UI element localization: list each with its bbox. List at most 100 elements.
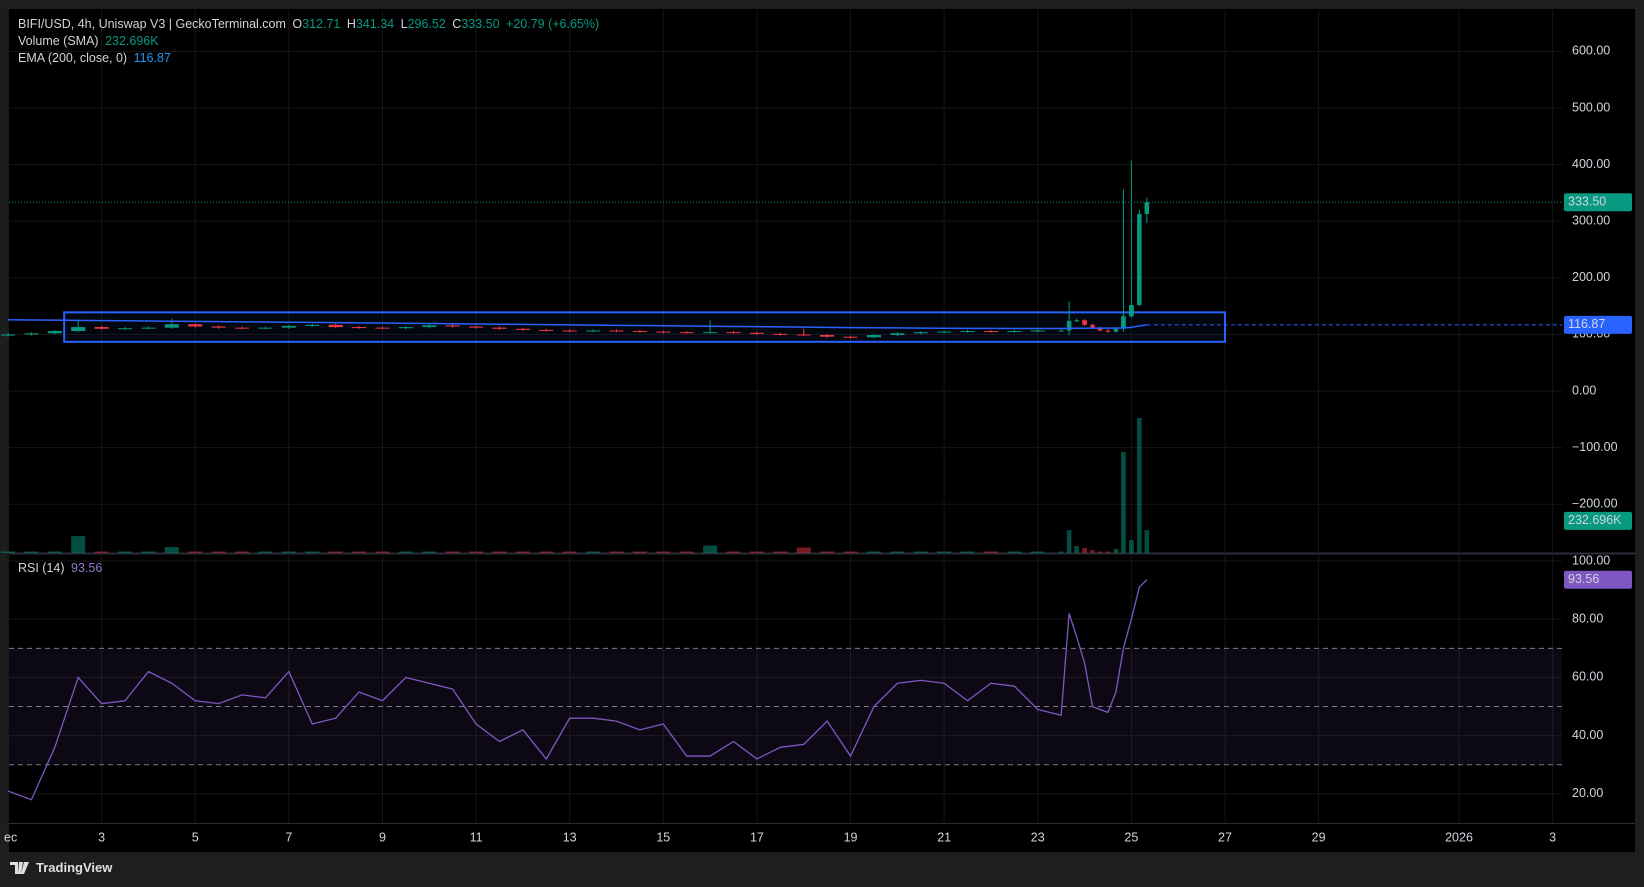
volume-bar bbox=[679, 551, 694, 553]
candle-body bbox=[679, 332, 694, 334]
candle-body bbox=[1066, 320, 1072, 331]
x-tick-label: ec bbox=[4, 830, 17, 844]
volume-label: 232.696K bbox=[1568, 513, 1622, 527]
candle-body bbox=[1082, 320, 1087, 325]
y-tick-label: 0.00 bbox=[1572, 383, 1596, 397]
volume-bar bbox=[1105, 551, 1111, 553]
candle-body bbox=[983, 331, 998, 333]
volume-bar bbox=[305, 551, 320, 553]
y-tick-label: 400.00 bbox=[1572, 157, 1610, 171]
candle-body bbox=[890, 333, 905, 336]
candle-body bbox=[141, 327, 156, 329]
volume-bar bbox=[586, 551, 601, 553]
volume-bar bbox=[188, 551, 203, 553]
candle-body bbox=[562, 330, 577, 332]
x-tick-label: 29 bbox=[1312, 830, 1326, 844]
ohlc-value: 341.34 bbox=[355, 17, 395, 31]
volume-bar bbox=[726, 551, 741, 553]
volume-bar bbox=[1058, 551, 1064, 553]
legend-rsi: RSI (14) 93.56 bbox=[18, 561, 105, 575]
volume-bar bbox=[281, 551, 296, 553]
volume-bar bbox=[469, 551, 484, 553]
y-tick-label: 500.00 bbox=[1572, 100, 1610, 114]
candle-body bbox=[422, 325, 437, 328]
indicator-name: RSI (14) bbox=[18, 561, 65, 575]
candle-body bbox=[47, 331, 62, 334]
candle-body bbox=[469, 326, 484, 328]
ema-line bbox=[7, 318, 1147, 330]
candle-body bbox=[586, 330, 601, 332]
candle-body bbox=[539, 329, 554, 331]
volume-bar bbox=[398, 551, 413, 553]
volume-bar bbox=[632, 551, 647, 553]
candle-body bbox=[164, 324, 179, 328]
indicator-value: 232.696K bbox=[105, 34, 159, 48]
volume-bar bbox=[211, 551, 226, 553]
candle-body bbox=[235, 327, 250, 329]
volume-bar bbox=[492, 551, 507, 553]
y-tick-label: 60.00 bbox=[1572, 670, 1603, 684]
candle-body bbox=[843, 336, 858, 338]
indicator-name: Volume (SMA) bbox=[18, 34, 99, 48]
x-tick-label: 3 bbox=[1549, 830, 1556, 844]
candle-body bbox=[71, 327, 86, 332]
volume-bar bbox=[913, 551, 928, 553]
x-tick-label: 25 bbox=[1124, 830, 1138, 844]
x-tick-label: 21 bbox=[937, 830, 951, 844]
volume-bar bbox=[609, 551, 624, 553]
volume-bar bbox=[1137, 418, 1142, 553]
candle-body bbox=[24, 333, 39, 335]
volume-bar bbox=[1128, 540, 1134, 553]
candle-body bbox=[1097, 327, 1103, 331]
candle-body bbox=[492, 327, 507, 329]
candle-body bbox=[1121, 316, 1126, 329]
candle-body bbox=[117, 328, 133, 330]
y-tick-label: 40.00 bbox=[1572, 728, 1603, 742]
volume-bar bbox=[749, 551, 764, 553]
volume-bar bbox=[375, 551, 390, 553]
volume-bar bbox=[258, 551, 273, 553]
ohlc-value: 312.71 bbox=[302, 17, 341, 31]
volume-bar bbox=[422, 551, 437, 553]
ema-label: 116.87 bbox=[1568, 317, 1605, 331]
candle-body bbox=[609, 330, 624, 332]
logo bbox=[10, 861, 29, 874]
candle-body bbox=[445, 325, 460, 327]
candle-body bbox=[1105, 330, 1111, 332]
rsi-label: 93.56 bbox=[1568, 572, 1599, 586]
candle-body bbox=[1074, 320, 1079, 322]
candle-body bbox=[515, 328, 530, 330]
volume-bar bbox=[1030, 551, 1045, 553]
volume-bar bbox=[843, 551, 858, 553]
last-price-label-box bbox=[1564, 193, 1632, 212]
x-tick-label: 13 bbox=[563, 830, 577, 844]
x-tick-label: 9 bbox=[379, 830, 386, 844]
y-tick-label: 80.00 bbox=[1572, 612, 1603, 626]
candle-body bbox=[94, 327, 109, 329]
candle-body bbox=[1137, 214, 1142, 305]
volume-bar bbox=[141, 551, 156, 553]
candle-body bbox=[281, 325, 296, 328]
y-tick-label: −100.00 bbox=[1572, 440, 1618, 454]
volume-bar bbox=[1090, 550, 1095, 553]
candle-body bbox=[913, 332, 928, 334]
candle-body bbox=[866, 335, 881, 338]
candle-body bbox=[820, 335, 835, 337]
brand: TradingView bbox=[36, 860, 113, 875]
chart-background bbox=[9, 9, 1635, 852]
candle-body bbox=[1113, 328, 1119, 332]
volume-bar bbox=[796, 547, 811, 553]
x-tick-label: 27 bbox=[1218, 830, 1232, 844]
candle-body bbox=[937, 331, 952, 333]
volume-bar bbox=[235, 551, 250, 553]
y-tick-label: 20.00 bbox=[1572, 786, 1603, 800]
y-tick-label: 600.00 bbox=[1572, 44, 1610, 58]
volume-bar bbox=[1082, 548, 1087, 553]
volume-bar bbox=[1113, 549, 1119, 553]
volume-bar bbox=[773, 551, 788, 553]
candle-body bbox=[1030, 330, 1045, 332]
x-tick-label: 23 bbox=[1031, 830, 1045, 844]
x-tick-label: 2026 bbox=[1445, 830, 1473, 844]
